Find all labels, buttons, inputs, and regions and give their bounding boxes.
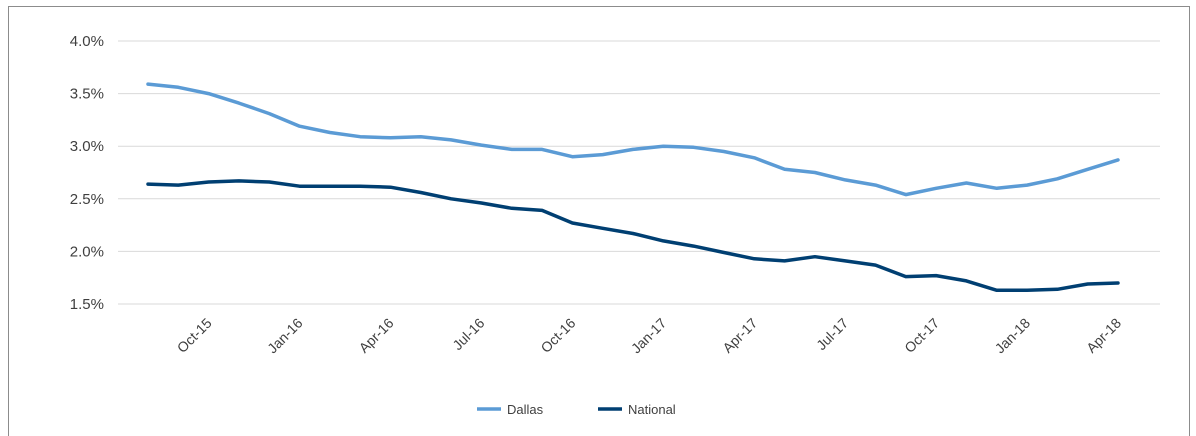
series-line-dallas [146, 82, 1120, 197]
legend: Dallas National [477, 402, 676, 417]
x-tick-label: Jan-17 [628, 315, 670, 357]
x-tick-label: Apr-18 [1083, 315, 1124, 356]
y-tick-label: 2.0% [70, 243, 104, 260]
x-tick-label: Apr-17 [719, 315, 760, 356]
legend-label-dallas: Dallas [507, 402, 544, 417]
x-tick-label: Oct-16 [537, 315, 578, 356]
series-line-national [146, 179, 1120, 293]
x-tick-label: Jul-17 [813, 315, 851, 353]
x-axis-ticks: Oct-15 Jan-16 Apr-16 Jul-16 Oct-16 Jan-17 Apr-… [174, 315, 1125, 357]
x-tick-label: Apr-16 [356, 315, 397, 356]
legend-label-national: National [628, 402, 676, 417]
chart-frame [8, 6, 1190, 436]
y-tick-label: 3.0% [70, 138, 104, 155]
x-tick-label: Jul-16 [449, 315, 487, 353]
x-tick-label: Oct-17 [901, 315, 942, 356]
y-axis-ticks: 1.5% 2.0% 2.5% 3.0% 3.5% 4.0% [70, 33, 104, 313]
y-tick-label: 3.5% [70, 86, 104, 103]
y-tick-label: 1.5% [70, 296, 104, 313]
y-tick-label: 4.0% [70, 33, 104, 50]
y-tick-label: 2.5% [70, 191, 104, 208]
x-tick-label: Oct-15 [174, 315, 215, 356]
x-tick-label: Jan-16 [264, 315, 306, 357]
gridlines [118, 40, 1160, 305]
x-tick-label: Jan-18 [992, 315, 1034, 357]
series-lines [146, 82, 1120, 293]
